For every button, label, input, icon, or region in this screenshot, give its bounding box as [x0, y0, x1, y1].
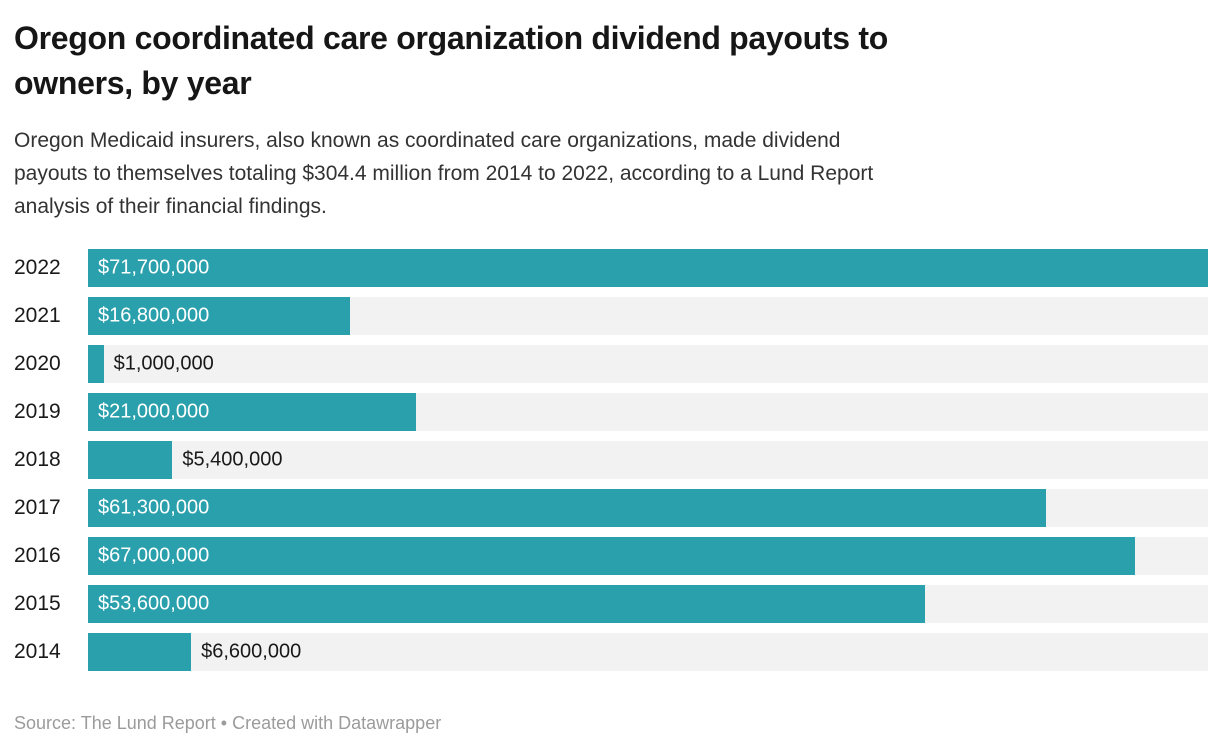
bar: [88, 633, 192, 672]
bar-row: 2014 $6,600,000: [14, 633, 1208, 672]
year-label: 2022: [14, 256, 61, 280]
chart-title: Oregon coordinated care organization div…: [14, 20, 888, 102]
bar-row: 2022 $71,700,000: [14, 249, 1208, 288]
bar-value-label: $1,000,000: [113, 352, 214, 375]
bar-track: $61,300,000: [88, 489, 1208, 528]
year-label: 2016: [14, 544, 61, 568]
bar-track: $1,000,000: [88, 345, 1208, 384]
year-label: 2015: [14, 592, 61, 616]
bar-track: $67,000,000: [88, 537, 1208, 576]
bar-track: $16,800,000: [88, 297, 1208, 336]
bar-row: 2018 $5,400,000: [14, 441, 1208, 480]
year-label: 2017: [14, 496, 61, 520]
bar-value-label: $71,700,000: [98, 256, 210, 279]
chart-header: Oregon coordinated care organization div…: [0, 0, 1220, 223]
bar-value-label: $21,000,000: [98, 400, 210, 423]
chart-description: Oregon Medicaid insurers, also known as …: [14, 128, 874, 219]
bar: [88, 537, 1135, 576]
bar-row: 2017 $61,300,000: [14, 489, 1208, 528]
year-label: 2021: [14, 304, 61, 328]
bar-track: $21,000,000: [88, 393, 1208, 432]
bar: [88, 345, 104, 384]
bar-row: 2019 $21,000,000: [14, 393, 1208, 432]
bar-value-label: $16,800,000: [98, 304, 210, 327]
bar-track: $71,700,000: [88, 249, 1208, 288]
bar: [88, 249, 1208, 288]
bar-row: 2020 $1,000,000: [14, 345, 1208, 384]
bar: [88, 393, 417, 432]
bar-row: 2015 $53,600,000: [14, 585, 1208, 624]
year-label: 2020: [14, 352, 61, 376]
bar-track: $6,600,000: [88, 633, 1208, 672]
bar-value-label: $67,000,000: [98, 544, 210, 567]
bar-row: 2021 $16,800,000: [14, 297, 1208, 336]
bar-row: 2016 $67,000,000: [14, 537, 1208, 576]
bar-value-label: $5,400,000: [182, 448, 283, 471]
bar: [88, 297, 351, 336]
year-label: 2019: [14, 400, 61, 424]
bar: [88, 489, 1046, 528]
bar-track: $5,400,000: [88, 441, 1208, 480]
bar-chart: 2022 $71,700,000 2021 $16,800,000 2020 $…: [0, 249, 1220, 681]
source-text: Source: The Lund Report • Created with D…: [14, 713, 442, 734]
bar-value-label: $61,300,000: [98, 496, 210, 519]
bar-track: $53,600,000: [88, 585, 1208, 624]
bar-value-label: $53,600,000: [98, 592, 210, 615]
chart-footer: Source: The Lund Report • Created with D…: [0, 713, 1220, 734]
bar: [88, 585, 926, 624]
year-label: 2014: [14, 640, 61, 664]
bar-value-label: $6,600,000: [201, 640, 302, 663]
year-label: 2018: [14, 448, 61, 472]
bar: [88, 441, 173, 480]
